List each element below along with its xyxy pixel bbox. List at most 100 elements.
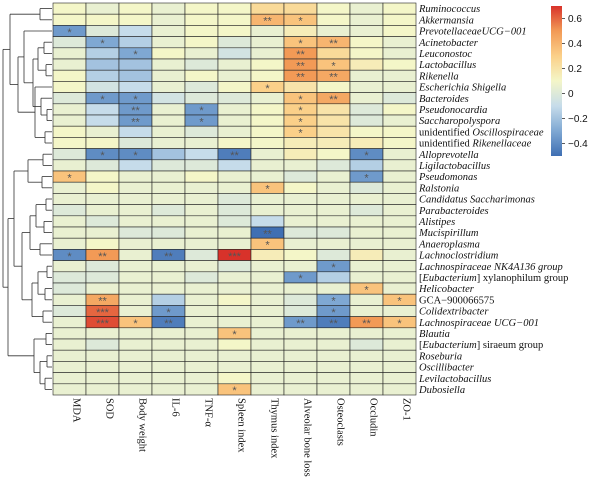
heatmap-cell (118, 282, 153, 295)
heatmap-cell (184, 349, 219, 362)
heatmap-cell (118, 170, 153, 183)
heatmap-cell (118, 193, 153, 205)
significance-star: * (298, 16, 303, 28)
row-label: Escherichia Shigella (418, 83, 506, 94)
heatmap-cell (250, 383, 285, 396)
heatmap-cell (382, 338, 417, 351)
heatmap-cell (217, 181, 252, 194)
significance-star: * (232, 329, 237, 341)
heatmap-cell (283, 372, 318, 385)
heatmap-cell (382, 226, 417, 239)
heatmap-cell (184, 215, 219, 228)
significance-star: * (298, 116, 303, 128)
row-label: Roseburia (418, 351, 462, 362)
row-label: Blautia (419, 329, 450, 340)
heatmap-cell (184, 193, 219, 205)
row-label: unidentified Oscillospiraceae (419, 127, 544, 138)
significance-star: * (166, 307, 171, 319)
heatmap-cell (316, 2, 351, 15)
heatmap-cell (217, 13, 252, 26)
heatmap-cell (316, 25, 351, 37)
heatmap-cell (316, 13, 351, 26)
heatmap-cell (118, 69, 153, 82)
heatmap-cell (85, 25, 120, 37)
significance-markers: ** *** * *** **** *** **** * * **** * *** * *** * ** ** *… (67, 16, 402, 398)
heatmap-cell (217, 125, 252, 138)
heatmap-cell (217, 293, 252, 306)
heatmap-cell (85, 193, 120, 205)
column-label: Body weight (137, 398, 148, 452)
row-label: Lachnospiraceae NK4A136 group (418, 262, 563, 273)
heatmap-cell (217, 204, 252, 217)
heatmap-cell (52, 237, 87, 250)
heatmap-cell (184, 170, 219, 183)
heatmap-cell (316, 204, 351, 217)
significance-star: * (298, 273, 303, 285)
heatmap-cell (184, 69, 219, 82)
heatmap-cell (250, 338, 285, 351)
heatmap-cell (184, 316, 219, 329)
heatmap-cell (151, 237, 186, 250)
heatmap-cell (283, 181, 318, 194)
significance-star: * (100, 94, 105, 106)
row-labels: RuminococcusAkkermansiaPrevotellaceaeUCG… (418, 4, 568, 396)
heatmap-cell (217, 2, 252, 15)
heatmap-cell (382, 372, 417, 385)
significance-star: * (331, 60, 336, 72)
heatmap-cell (151, 25, 186, 37)
row-label: Candidatus Saccharimonas (419, 195, 535, 206)
heatmap-cell (52, 114, 87, 127)
heatmap-cell (118, 25, 153, 37)
column-labels: MDA SOD Body weight IL-6 TNF-α Spleen index Th… (71, 398, 412, 477)
heatmap-cell (217, 215, 252, 228)
heatmap-cell (52, 338, 87, 351)
heatmap-cell (118, 361, 153, 373)
heatmap-cell (316, 282, 351, 295)
heatmap-cell (151, 47, 186, 60)
heatmap-cell (349, 47, 384, 60)
heatmap-cell (184, 159, 219, 172)
significance-star: * (133, 150, 138, 162)
row-label: Alistipes (418, 217, 455, 228)
colorbar-tick-label: 0.2 (568, 64, 582, 75)
heatmap-cell (118, 181, 153, 194)
heatmap-cell (316, 383, 351, 396)
heatmap-cell (118, 260, 153, 273)
heatmap-cell (382, 237, 417, 250)
significance-star: * (199, 105, 204, 117)
heatmap-cell (250, 159, 285, 172)
heatmap-cell (217, 316, 252, 329)
heatmap-cell (184, 92, 219, 105)
row-label: PrevotellaceaeUCG−001 (418, 27, 527, 38)
heatmap-cell (118, 249, 153, 261)
heatmap-cell (217, 282, 252, 295)
heatmap-cell (283, 383, 318, 396)
heatmap-cell (184, 137, 219, 149)
heatmap-cell (118, 137, 153, 149)
row-label: Helicobacter (418, 284, 475, 295)
heatmap-cell (349, 92, 384, 105)
column-label: SOD (104, 398, 115, 419)
heatmap-cell (118, 237, 153, 250)
column-label: IL-6 (170, 398, 181, 417)
heatmap-cell (52, 137, 87, 149)
row-label: Colidextribacter (419, 307, 489, 318)
heatmap-cell (382, 271, 417, 284)
significance-star: * (100, 38, 105, 50)
colorbar-tick-label: 0 (568, 89, 574, 100)
heatmap-cell (151, 114, 186, 127)
heatmap-cell (151, 170, 186, 183)
heatmap-cell (85, 372, 120, 385)
significance-star: * (298, 128, 303, 140)
heatmap-cell (382, 349, 417, 362)
heatmap-cell (283, 237, 318, 250)
heatmap-cell (85, 125, 120, 138)
significance-star: ** (98, 251, 107, 263)
significance-star: * (67, 251, 72, 263)
heatmap-cell (250, 349, 285, 362)
row-label: Ruminococcus (418, 4, 480, 15)
significance-star: ** (329, 38, 338, 50)
heatmap-cell (52, 148, 87, 161)
heatmap-cell (250, 282, 285, 295)
significance-star: * (364, 284, 369, 296)
